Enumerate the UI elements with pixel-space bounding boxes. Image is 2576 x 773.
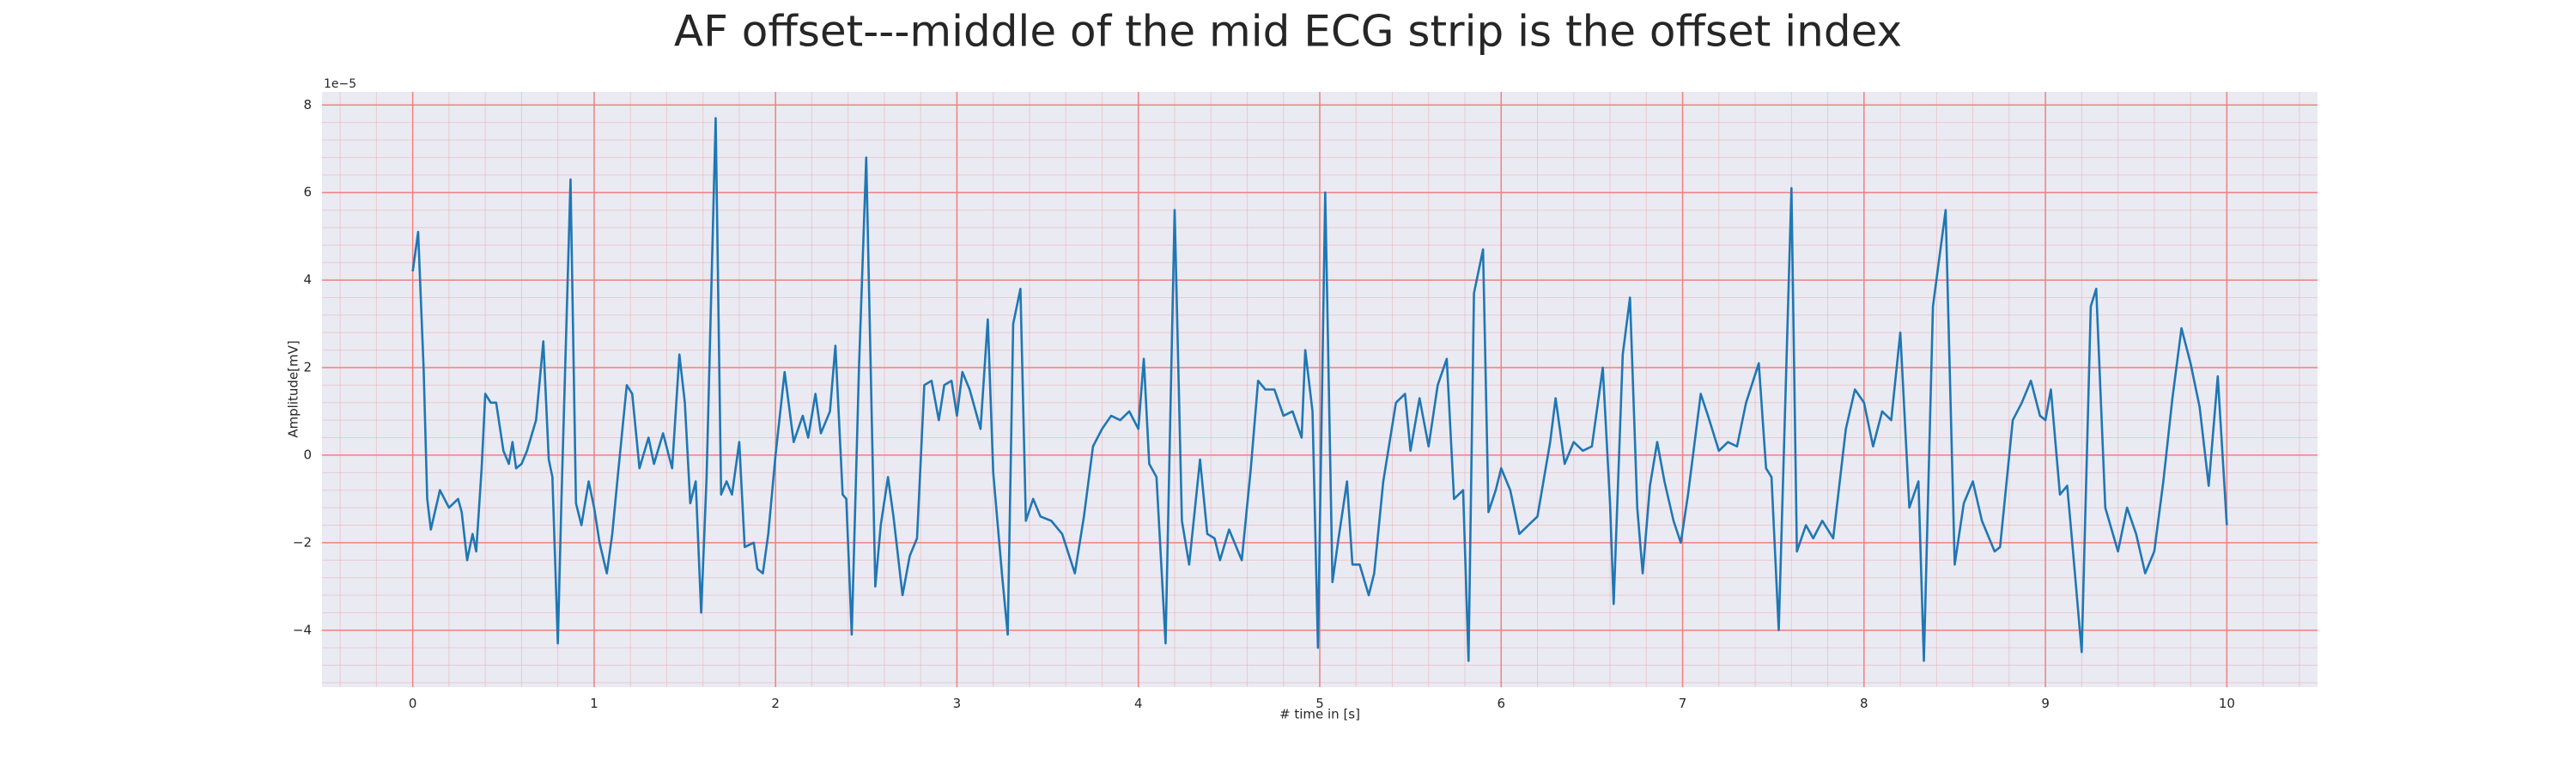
y-tick-label: 2 [303,360,312,375]
y-tick-label: −2 [293,534,312,550]
x-tick-label: 5 [1315,696,1324,711]
y-axis-label: Amplitude[mV] [286,340,301,437]
x-tick-label: 0 [409,696,417,711]
y-tick-label: 8 [303,97,312,113]
y-tick-label: −4 [293,622,312,637]
x-tick-label: 1 [590,696,598,711]
x-tick-label: 2 [771,696,780,711]
y-offset-label: 1e−5 [324,77,356,91]
x-tick-label: 4 [1134,696,1143,711]
x-tick-label: 9 [2041,696,2050,711]
x-tick-label: 3 [953,696,962,711]
x-tick-label: 7 [1679,696,1687,711]
chart-title: AF offset---middle of the mid ECG strip … [674,7,1902,57]
y-tick-label: 4 [303,272,312,288]
x-tick-label: 8 [1860,696,1868,711]
x-tick-label: 6 [1497,696,1505,711]
y-tick-label: 6 [303,185,312,200]
x-axis-label: # time in [s] [1279,707,1360,722]
ecg-line [411,117,2228,662]
x-tick-label: 10 [2219,696,2235,711]
y-tick-label: 0 [303,447,312,462]
